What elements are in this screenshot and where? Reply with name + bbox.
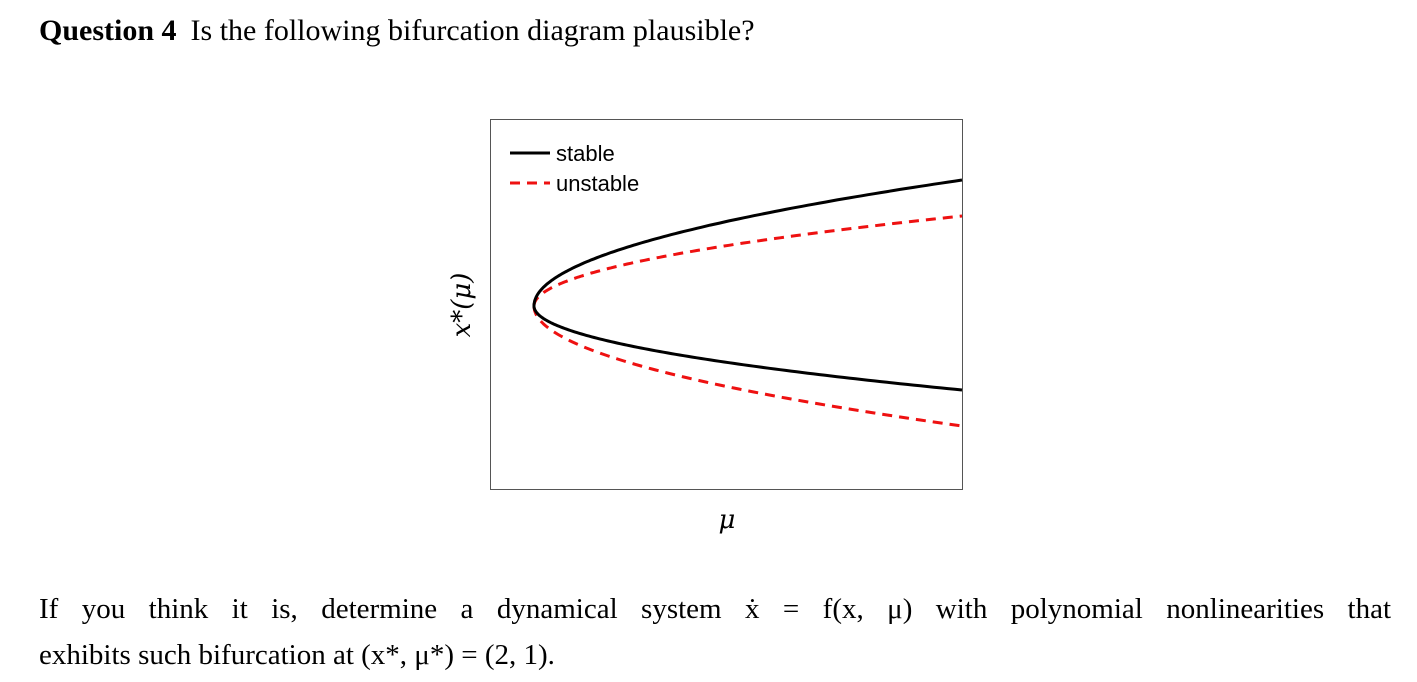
- legend-stable-label: stable: [556, 141, 615, 166]
- question-label: Question 4: [39, 14, 177, 47]
- legend-unstable-label: unstable: [556, 171, 639, 196]
- plot-curves: [532, 178, 963, 428]
- unstable-lower-curve: [532, 306, 963, 428]
- stable-lower-curve: [532, 306, 963, 392]
- question-body: If you think it is, determine a dynamica…: [39, 586, 1391, 678]
- stable-upper-curve: [532, 178, 963, 306]
- bifurcation-diagram: stable unstable μ x*(μ): [447, 119, 963, 535]
- x-axis-label: μ: [719, 505, 736, 535]
- y-axis-label: x*(μ): [447, 273, 477, 338]
- plot-frame: [490, 119, 963, 490]
- legend: stable unstable: [510, 141, 639, 196]
- unstable-upper-curve: [532, 214, 963, 306]
- body-line-1: If you think it is, determine a dynamica…: [39, 593, 1391, 625]
- body-line-2: exhibits such bifurcation at (x*, μ*) = …: [39, 639, 555, 671]
- question-text: Is the following bifurcation diagram pla…: [190, 14, 755, 47]
- question-heading: Question 4 Is the following bifurcation d…: [39, 14, 755, 48]
